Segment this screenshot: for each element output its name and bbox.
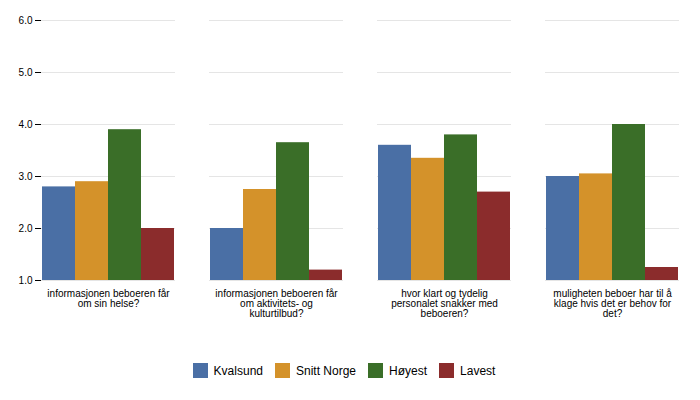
svg-text:informasjonen beboeren fårom s: informasjonen beboeren fårom sin helse?	[47, 288, 170, 309]
svg-text:4.0: 4.0	[19, 119, 33, 130]
html-text:Lavest: Lavest	[460, 363, 496, 378]
svg-text:informasjonen beboeren fårom a: informasjonen beboeren fårom aktivitets-…	[215, 288, 338, 319]
html-text:Kvalsund: Kvalsund	[213, 363, 263, 378]
svg-text:5.0: 5.0	[19, 67, 33, 78]
svg-text:3.0: 3.0	[19, 171, 33, 182]
html-text:Snitt Norge: Snitt Norge	[296, 363, 356, 378]
svg-text:muligheten beboer har til åkla: muligheten beboer har til åklage hvis de…	[553, 288, 672, 319]
svg-text:1.0: 1.0	[19, 275, 33, 286]
svg-text:6.0: 6.0	[19, 15, 33, 26]
svg-text:hvor klart og tydeligpersonale: hvor klart og tydeligpersonalet snakker …	[391, 288, 498, 319]
html-text:Høyest: Høyest	[389, 363, 427, 378]
svg-text:2.0: 2.0	[19, 223, 33, 234]
